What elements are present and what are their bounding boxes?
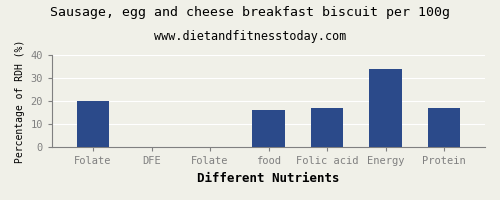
Bar	[252, 110, 284, 147]
Title: Sausage, egg and cheese breakfast biscuit per 100g
www.dietandfitnesstoday.com: Sausage, egg and cheese breakfast biscui…	[0, 199, 1, 200]
Text: www.dietandfitnesstoday.com: www.dietandfitnesstoday.com	[154, 30, 346, 43]
Bar	[77, 101, 109, 147]
Bar	[428, 108, 460, 147]
Bar	[370, 69, 402, 147]
Text: Sausage, egg and cheese breakfast biscuit per 100g: Sausage, egg and cheese breakfast biscui…	[50, 6, 450, 19]
X-axis label: Different Nutrients: Different Nutrients	[198, 172, 340, 185]
Y-axis label: Percentage of RDH (%): Percentage of RDH (%)	[15, 40, 25, 163]
Bar	[311, 108, 343, 147]
